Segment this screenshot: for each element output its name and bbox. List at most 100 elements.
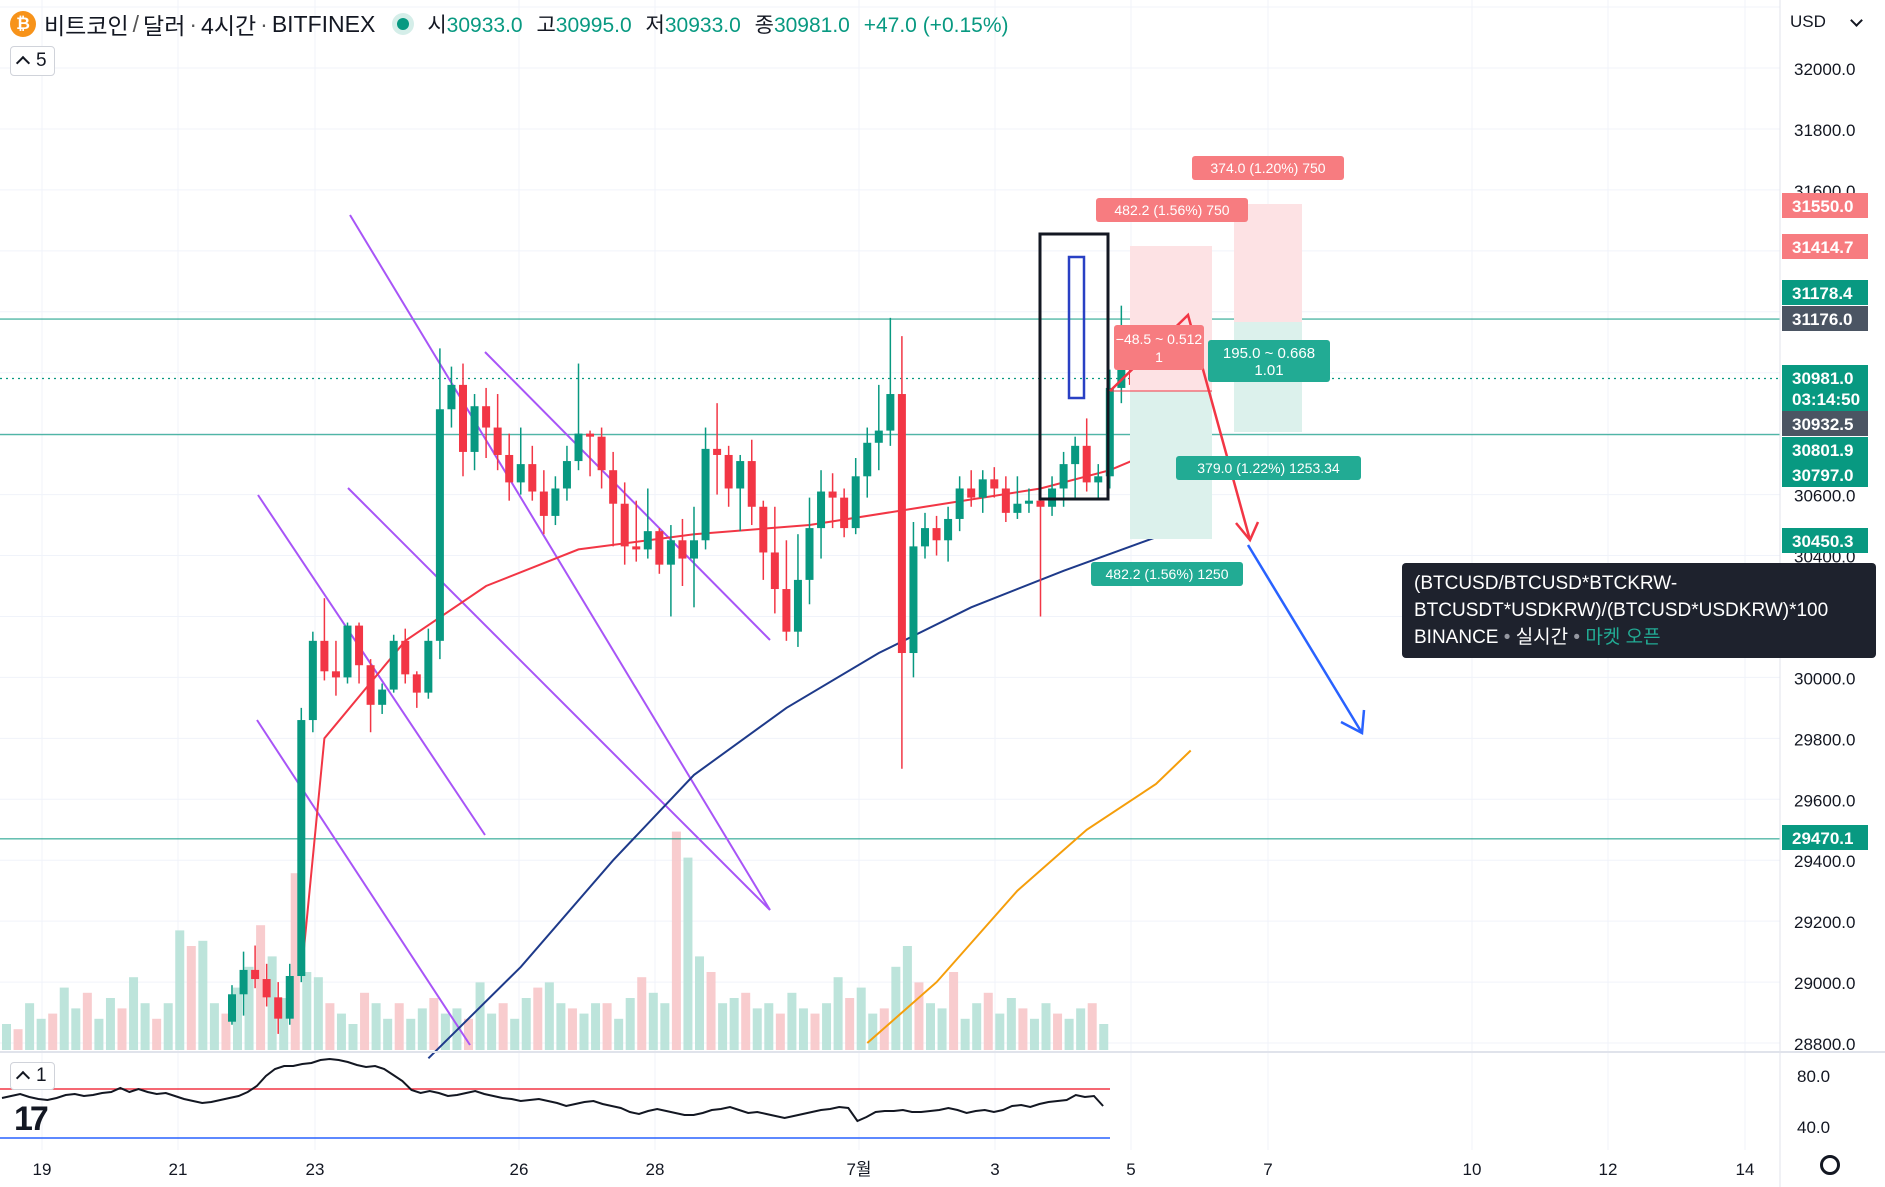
volume-bar xyxy=(279,998,289,1050)
candle-body xyxy=(239,969,248,995)
volume-bar xyxy=(983,992,993,1050)
candle-body xyxy=(666,540,675,565)
candle-body xyxy=(701,448,710,541)
volume-bar xyxy=(891,966,901,1050)
candle-body xyxy=(793,579,802,632)
y-tick-label: 29800.0 xyxy=(1794,730,1855,749)
volume-bar xyxy=(1053,1013,1063,1050)
volume-bar xyxy=(671,831,681,1050)
candle-body xyxy=(562,461,571,489)
volume-bar xyxy=(175,930,185,1050)
price-label: 31414.7 xyxy=(1792,238,1853,257)
chevron-down-icon xyxy=(1850,13,1863,27)
candle-body xyxy=(678,540,687,559)
x-tick-label: 10 xyxy=(1463,1160,1482,1179)
indicators-toggle-button[interactable]: 5 xyxy=(10,46,55,76)
candle-body xyxy=(990,479,999,489)
tradingview-logo-icon: 17 xyxy=(14,1100,49,1138)
volume-bar xyxy=(221,1013,231,1050)
tooltip-source: BINANCE xyxy=(1414,627,1499,648)
volume-bar xyxy=(787,992,797,1050)
volume-bar xyxy=(429,998,439,1050)
volume-bar xyxy=(764,1003,774,1050)
header-separator: · xyxy=(189,10,198,37)
candle-body xyxy=(447,384,456,410)
candle-body xyxy=(609,470,618,504)
volume-bar xyxy=(625,998,635,1050)
target-label-text: 374.0 (1.20%) 750 xyxy=(1210,160,1325,176)
price-label-bg xyxy=(1782,437,1868,462)
target-label: 482.2 (1.56%) 750 xyxy=(1096,198,1248,222)
candle-body xyxy=(424,640,433,693)
candle-body xyxy=(574,433,583,462)
volume-bar xyxy=(417,1008,427,1050)
volume-bar xyxy=(487,1013,497,1050)
volume-bar xyxy=(1018,1008,1028,1050)
volume-bar xyxy=(614,1018,624,1050)
target-label-bg xyxy=(1192,156,1344,180)
volume-bar xyxy=(960,1018,970,1050)
candle-body xyxy=(655,531,664,565)
candle-body xyxy=(435,409,444,641)
volume-bar xyxy=(440,1013,450,1050)
volume-bar xyxy=(1076,1008,1086,1050)
price-label-bg xyxy=(1782,528,1868,553)
close-label: 종 xyxy=(754,14,774,37)
price-label-bg xyxy=(1782,386,1868,411)
candle-body xyxy=(412,674,421,693)
settings-gear-icon[interactable] xyxy=(1820,1155,1840,1175)
volume-bar xyxy=(140,1003,150,1050)
currency-select[interactable]: USD xyxy=(1790,12,1863,32)
volume-bar xyxy=(775,1013,785,1050)
symbol-header[interactable]: ₿ 비트코인 / 달러 · 4시간 · BITFINEX 시30933.0 고3… xyxy=(10,8,1016,40)
volume-bar xyxy=(926,1003,935,1050)
candle-body xyxy=(1013,503,1022,513)
candle-body xyxy=(713,448,722,455)
price-label-bg xyxy=(1782,193,1868,218)
open-label: 시 xyxy=(427,14,447,37)
x-tick-label: 14 xyxy=(1736,1160,1755,1179)
volume-bar xyxy=(59,987,69,1050)
target-label: 374.0 (1.20%) 750 xyxy=(1192,156,1344,180)
close-value: 30981.0 xyxy=(773,14,850,37)
volume-bar xyxy=(244,966,254,1050)
oscillator-toggle-button[interactable]: 1 xyxy=(10,1062,55,1090)
volume-bar xyxy=(475,982,485,1050)
volume-bar xyxy=(406,1018,416,1050)
x-tick-label: 7 xyxy=(1263,1160,1272,1179)
channel-trend-line xyxy=(256,719,471,1046)
candle-body xyxy=(643,531,652,550)
oscillator-count: 1 xyxy=(36,1065,47,1086)
volume-bar xyxy=(544,982,554,1050)
price-label: 30801.9 xyxy=(1792,441,1853,460)
volume-bar xyxy=(163,1003,173,1050)
y-tick-label: 30000.0 xyxy=(1794,669,1855,688)
volume-bar xyxy=(914,982,924,1050)
open-value: 30933.0 xyxy=(446,14,523,37)
y-tick-label: 30600.0 xyxy=(1794,487,1855,506)
volume-bar xyxy=(1099,1024,1109,1050)
tooltip-market-status: 마켓 오픈 xyxy=(1585,627,1661,648)
price-label: 30450.3 xyxy=(1792,532,1853,551)
stop-label-bg xyxy=(1176,456,1361,480)
candle-body xyxy=(1071,445,1080,465)
target-label-text: 482.2 (1.56%) 750 xyxy=(1114,202,1229,218)
currency-value: USD xyxy=(1790,12,1826,31)
candle-body xyxy=(805,528,814,580)
volume-bar xyxy=(371,1003,381,1050)
price-label-bg xyxy=(1782,411,1868,436)
interval-label: 4시간 xyxy=(201,13,257,39)
pnl-label-bg xyxy=(1114,325,1204,370)
pnl-label-bg xyxy=(1208,340,1330,382)
volume-bar xyxy=(152,1018,162,1050)
candle-body xyxy=(228,994,236,1022)
candle-body xyxy=(690,540,698,559)
volume-bar xyxy=(798,1008,808,1050)
y-tick-label: 28800.0 xyxy=(1794,1035,1855,1054)
candle-body xyxy=(1036,500,1045,507)
volume-bar xyxy=(902,946,912,1050)
volume-bar xyxy=(325,1003,335,1050)
chevron-up-icon xyxy=(15,55,31,71)
pnl-label-text: 1 xyxy=(1155,349,1163,365)
